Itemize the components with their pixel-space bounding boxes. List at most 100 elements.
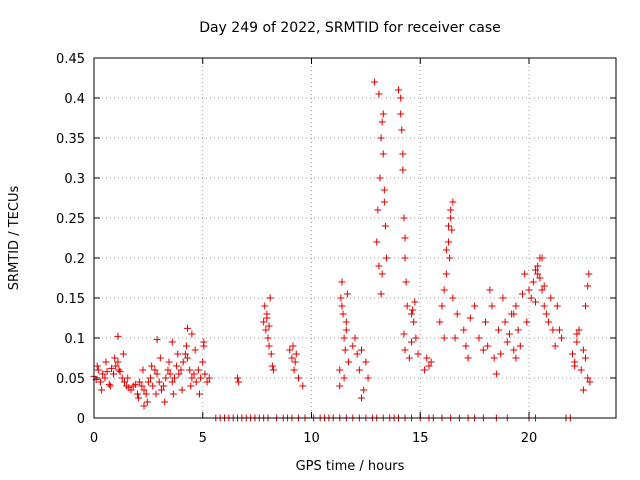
data-point <box>290 366 298 374</box>
data-point <box>140 402 148 410</box>
data-point <box>510 310 518 318</box>
data-point <box>380 186 388 194</box>
data-point <box>136 378 144 386</box>
data-point <box>405 354 413 362</box>
data-point <box>93 362 101 370</box>
x-axis-label: GPS time / hours <box>296 459 405 474</box>
data-point <box>402 278 410 286</box>
data-point <box>571 362 579 370</box>
data-point <box>106 382 114 390</box>
data-point <box>466 314 474 322</box>
data-point <box>442 270 450 278</box>
data-point <box>99 370 107 378</box>
x-tick-label: 0 <box>90 431 98 446</box>
data-point <box>343 290 351 298</box>
data-point <box>148 362 156 370</box>
data-point <box>425 362 433 370</box>
data-point <box>234 374 242 382</box>
data-point <box>182 342 190 350</box>
x-tick-label: 15 <box>412 431 429 446</box>
data-point <box>153 336 161 344</box>
data-point <box>527 294 535 302</box>
data-point <box>289 342 297 350</box>
data-point <box>360 386 368 394</box>
data-point <box>138 382 146 390</box>
data-point <box>260 318 268 326</box>
data-point <box>156 354 164 362</box>
data-point <box>445 222 453 230</box>
data-point <box>299 382 307 390</box>
data-point <box>534 270 542 278</box>
data-point <box>341 346 349 354</box>
data-point <box>144 378 152 386</box>
data-point <box>152 390 160 398</box>
data-point <box>501 318 509 326</box>
data-point <box>551 342 559 350</box>
data-point <box>378 270 386 278</box>
data-point <box>261 302 269 310</box>
data-point <box>484 342 492 350</box>
data-point <box>142 390 150 398</box>
data-point <box>397 94 405 102</box>
data-point <box>120 378 128 386</box>
data-point <box>364 374 372 382</box>
data-point <box>401 254 409 262</box>
data-point <box>139 366 147 374</box>
data-point <box>532 298 540 306</box>
data-point <box>191 346 199 354</box>
data-point <box>203 378 211 386</box>
data-point <box>101 374 109 382</box>
data-point <box>102 358 110 366</box>
data-point <box>336 382 344 390</box>
data-point <box>449 198 457 206</box>
data-point <box>200 338 208 346</box>
y-tick-label: 0.25 <box>56 212 85 227</box>
data-point <box>438 302 446 310</box>
data-point <box>114 332 122 340</box>
data-point <box>195 390 203 398</box>
data-point <box>119 350 127 358</box>
data-point <box>488 302 496 310</box>
data-point <box>351 334 359 342</box>
y-tick-label: 0.05 <box>56 372 85 387</box>
data-point <box>291 358 299 366</box>
data-point <box>197 374 205 382</box>
data-point <box>374 206 382 214</box>
data-point <box>186 366 194 374</box>
data-point <box>471 302 479 310</box>
data-point <box>107 364 115 372</box>
data-point <box>381 222 389 230</box>
data-point <box>378 118 386 126</box>
data-point <box>585 270 593 278</box>
data-point <box>540 302 548 310</box>
data-point <box>112 362 120 370</box>
data-point <box>344 358 352 366</box>
data-point <box>555 326 563 334</box>
data-point <box>173 362 181 370</box>
data-point <box>412 334 420 342</box>
data-point <box>582 302 590 310</box>
data-point <box>547 294 555 302</box>
data-point <box>442 246 450 254</box>
y-tick-label: 0.15 <box>56 292 85 307</box>
data-point <box>536 254 544 262</box>
data-point <box>115 366 123 374</box>
y-tick-label: 0.35 <box>56 132 85 147</box>
data-point <box>532 266 540 274</box>
y-tick-label: 0.4 <box>64 92 85 107</box>
data-point <box>584 374 592 382</box>
data-point <box>536 274 544 282</box>
data-point <box>355 366 363 374</box>
data-point <box>383 254 391 262</box>
x-tick-label: 10 <box>303 431 320 446</box>
data-point <box>460 326 468 334</box>
data-point <box>545 318 553 326</box>
data-point <box>147 374 155 382</box>
data-point <box>379 110 387 118</box>
data-point <box>497 350 505 358</box>
data-point <box>512 302 520 310</box>
data-point <box>103 368 111 376</box>
data-point <box>179 358 187 366</box>
data-point <box>409 306 417 314</box>
